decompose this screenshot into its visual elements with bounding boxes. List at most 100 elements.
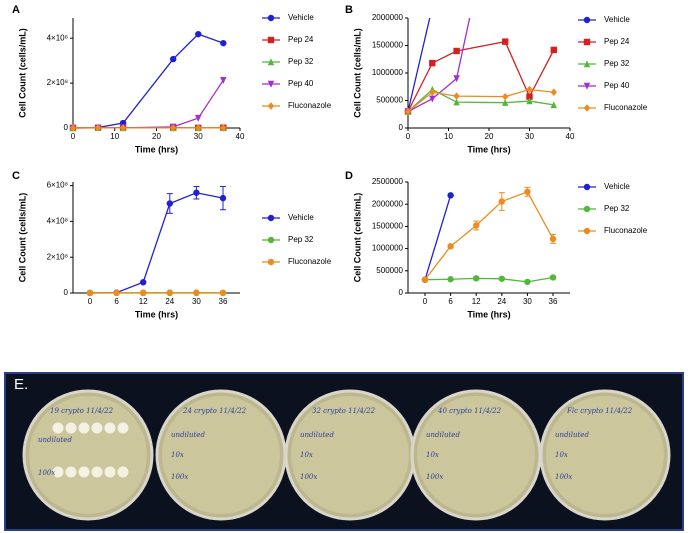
x-tick-label: 30	[194, 132, 203, 141]
x-tick-label: 12	[139, 297, 148, 306]
plate-label: 10x	[300, 451, 313, 459]
marker	[170, 55, 177, 63]
y-tick-label: 0	[64, 288, 69, 297]
marker	[583, 104, 591, 112]
y-axis-label: Cell Count (cells/mL)	[352, 193, 362, 283]
y-tick-label: 0	[399, 288, 404, 297]
series-line	[424, 195, 452, 280]
marker	[267, 80, 275, 88]
y-tick-label: 1000000	[372, 68, 404, 77]
plate-label: 100x	[38, 469, 55, 477]
panel-label: C	[12, 170, 20, 182]
colony	[65, 422, 77, 434]
marker	[526, 97, 533, 105]
y-tick-label: 2000000	[372, 199, 404, 208]
marker	[267, 14, 275, 22]
plate-label: undiluted	[171, 431, 205, 439]
x-tick-label: 12	[472, 297, 481, 306]
colony	[65, 466, 77, 478]
y-tick-label: 2500000	[372, 177, 404, 186]
series-line	[407, 18, 471, 113]
plate-label: 100x	[300, 473, 317, 481]
marker	[267, 36, 275, 44]
x-axis-label: Time (hrs)	[135, 309, 178, 319]
marker	[583, 60, 591, 68]
marker	[195, 114, 202, 122]
x-tick-label: 20	[485, 132, 494, 141]
colony	[104, 422, 116, 434]
legend-label: Vehicle	[288, 13, 314, 22]
marker	[526, 93, 533, 100]
x-tick-label: 6	[114, 297, 119, 306]
marker	[220, 39, 227, 47]
y-tick-label: 1000000	[372, 244, 404, 253]
colony	[52, 466, 64, 478]
x-tick-label: 24	[497, 297, 506, 306]
x-tick-label: 10	[110, 132, 119, 141]
series-line	[89, 192, 224, 294]
y-tick-label: 2000000	[372, 13, 404, 22]
marker	[583, 38, 591, 46]
legend-label: Vehicle	[288, 213, 314, 222]
legend-label: Fluconazole	[604, 103, 648, 112]
y-tick-label: 500000	[376, 266, 403, 275]
marker	[219, 289, 227, 296]
marker	[447, 276, 454, 283]
marker	[550, 88, 557, 96]
marker	[583, 82, 591, 90]
x-tick-label: 30	[192, 297, 201, 306]
marker	[502, 92, 509, 101]
colony	[117, 466, 129, 478]
x-tick-label: 40	[236, 132, 245, 141]
x-tick-label: 0	[406, 132, 411, 141]
plate-label: 10x	[171, 451, 184, 459]
x-tick-label: 0	[423, 297, 428, 306]
plate-label: 19 crypto 11/4/22	[50, 407, 114, 415]
marker	[113, 289, 120, 297]
x-tick-label: 36	[219, 297, 228, 306]
colony	[78, 422, 90, 434]
marker	[549, 274, 557, 281]
panel-label: E.	[14, 376, 28, 393]
plate-label: undiluted	[555, 431, 589, 439]
y-tick-label: 1500000	[372, 41, 404, 50]
marker	[193, 289, 200, 296]
marker	[267, 58, 275, 66]
series-line	[424, 276, 554, 283]
agar	[417, 396, 535, 514]
marker	[524, 278, 531, 286]
y-tick-label: 0	[399, 123, 404, 132]
x-tick-label: 0	[88, 297, 93, 306]
legend-label: Vehicle	[604, 182, 630, 191]
x-tick-label: 36	[549, 297, 558, 306]
colony	[52, 422, 64, 434]
marker	[421, 276, 429, 283]
panel-label: A	[12, 4, 20, 16]
x-tick-label: 6	[448, 297, 453, 306]
legend-label: Pep 32	[604, 59, 630, 68]
marker	[195, 124, 202, 132]
marker	[267, 102, 275, 110]
marker	[498, 198, 505, 205]
x-axis-label: Time (hrs)	[135, 144, 178, 154]
plate-label: Flc crypto 11/4/22	[566, 407, 633, 415]
legend-label: Pep 40	[604, 81, 630, 90]
marker	[86, 289, 94, 297]
marker	[267, 258, 275, 266]
plate-label: 40 crypto 11/4/22	[437, 407, 502, 415]
marker	[473, 222, 480, 229]
marker	[166, 200, 173, 207]
series-line	[407, 40, 555, 112]
plate-label: undiluted	[38, 436, 72, 444]
x-tick-label: 40	[566, 132, 575, 141]
marker	[267, 214, 275, 222]
marker	[429, 95, 436, 103]
series-line	[424, 190, 554, 281]
colony	[78, 466, 90, 478]
series-line	[72, 79, 224, 129]
marker	[404, 107, 412, 116]
marker	[453, 47, 460, 55]
y-tick-label: 4×10⁸	[47, 33, 68, 42]
agar	[291, 396, 409, 514]
